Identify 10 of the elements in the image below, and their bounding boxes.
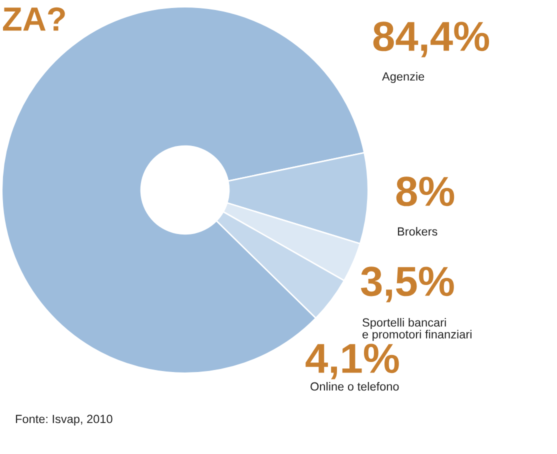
data-label: 4,1% (306, 344, 399, 380)
data-label: 3,5% (360, 266, 454, 302)
slice-label: Sportelli bancari e promotori finanziari (362, 318, 472, 341)
data-label: 84,4% (373, 22, 490, 58)
slice-label: Brokers (398, 227, 438, 236)
slice-label: Online o telefono (310, 382, 399, 391)
slice-label: Agenzie (382, 72, 424, 84)
data-label: 8% (396, 176, 454, 206)
chart-title: ZA? (2, 7, 65, 31)
source-note: Fonte: Isvap, 2010 (16, 414, 112, 426)
